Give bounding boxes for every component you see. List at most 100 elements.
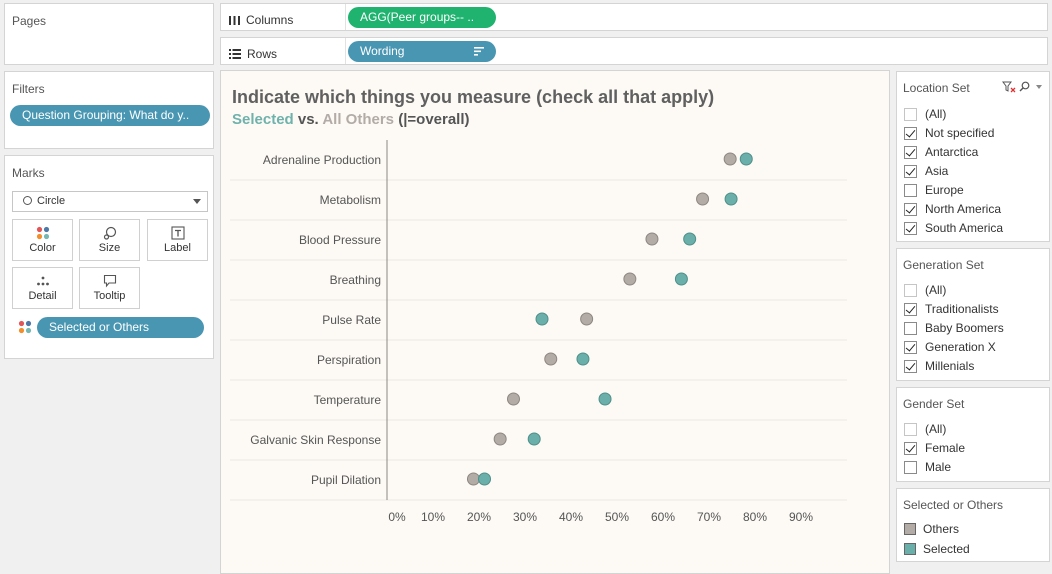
checkbox[interactable] [904,145,917,159]
search-icon[interactable] [1019,81,1030,92]
generation-set-item[interactable]: Generation X [904,338,996,356]
location-set-item[interactable]: North America [904,200,1001,218]
location-set-item[interactable]: Antarctica [904,143,978,161]
selected-dot [478,472,492,486]
generation-set-item[interactable]: Baby Boomers [904,319,1004,337]
location-set-item-label: Antarctica [925,145,979,159]
checkbox[interactable] [904,460,917,474]
gender-set-item-label: (All) [925,422,947,436]
checkbox[interactable] [904,340,917,354]
selected-dot [739,152,753,166]
checkbox[interactable] [904,221,917,235]
others-dot [645,232,659,246]
checkbox[interactable] [904,183,917,197]
location-set-item[interactable]: Europe [904,181,964,199]
x-tick-label: 20% [467,510,491,524]
generation-set-title: Generation Set [903,258,984,272]
detail-icon [13,268,72,290]
row-label: Perspiration [317,353,381,367]
others-dot [493,432,507,446]
x-tick-label: 40% [559,510,583,524]
clear-filter-icon[interactable] [1002,81,1016,93]
pages-card: Pages [4,3,214,65]
filter-pill-question-grouping[interactable]: Question Grouping: What do y.. [10,105,210,126]
marks-card: Marks Circle Color Size Label Detail Too… [4,155,214,359]
generation-set-item-label: Traditionalists [925,302,999,316]
size-icon [80,220,139,242]
label-label: Label [164,242,191,254]
columns-pill[interactable]: AGG(Peer groups-- .. [348,7,496,28]
size-button[interactable]: Size [79,219,140,261]
pages-title: Pages [12,14,47,28]
location-set-item[interactable]: Asia [904,162,948,180]
selected-dot [724,192,738,206]
gender-set-item[interactable]: Female [904,439,965,457]
rows-shelf-header: Rows [229,47,277,61]
subtitle-others: All Others [322,111,395,128]
sort-icon [474,47,484,56]
chart-title: Indicate which things you measure (check… [232,87,715,107]
dot-plot: Adrenaline Production Metabolism Blood Pre… [230,140,847,524]
color-button[interactable]: Color [12,219,73,261]
generation-set-item-label: Generation X [925,340,996,354]
gender-set-item[interactable]: (All) [904,420,946,438]
x-tick-label: 70% [697,510,721,524]
location-set-item[interactable]: South America [904,219,1003,237]
rows-label: Rows [247,47,278,61]
selected-dot [535,312,549,326]
location-set-item-label: Europe [925,183,964,197]
rows-shelf: Rows Wording [220,37,1048,65]
chart-subtitle: Selected vs. All Others (|=overall) [232,111,470,128]
legend-item-label: Others [923,522,960,536]
x-tick-label: 50% [605,510,629,524]
checkbox[interactable] [904,302,917,316]
others-dot [466,472,480,486]
mark-type-dropdown[interactable]: Circle [12,191,208,212]
others-dot [723,152,737,166]
detail-button[interactable]: Detail [12,267,73,309]
selected-dot [598,392,612,406]
shelf-divider [345,4,346,30]
gender-set-item[interactable]: Male [904,458,951,476]
label-button[interactable]: Label [147,219,208,261]
generation-set-item[interactable]: Millenials [904,357,974,375]
tooltip-button[interactable]: Tooltip [79,267,140,309]
checkbox[interactable] [904,126,917,140]
filters-title: Filters [12,82,45,96]
gender-set-item-label: Female [925,441,966,455]
checkbox[interactable] [904,202,917,216]
checkbox[interactable] [904,321,917,335]
legend-swatch [904,543,916,555]
legend-title: Selected or Others [903,498,1004,512]
detail-label: Detail [28,290,57,302]
checkbox[interactable] [904,107,917,121]
menu-caret-icon[interactable] [1036,85,1042,89]
location-set-item[interactable]: Not specified [904,124,994,142]
text-label-icon [148,220,207,242]
checkbox[interactable] [904,359,917,373]
columns-icon [229,15,240,25]
location-set-item[interactable]: (All) [904,105,946,123]
color-pill-selected-or-others[interactable]: Selected or Others [37,317,204,338]
legend-item[interactable]: Others [904,520,959,538]
others-dot [623,272,637,286]
location-set-item-label: South America [925,221,1004,235]
generation-set-item-label: Millenials [925,359,975,373]
legend-item[interactable]: Selected [904,540,970,558]
location-set-item-label: (All) [925,107,947,121]
location-set-item-label: Not specified [925,126,995,140]
row-label: Blood Pressure [299,233,381,247]
color-legend: Selected or Others Others Selected [896,488,1050,562]
generation-set-item[interactable]: Traditionalists [904,300,999,318]
circle-icon [23,196,32,205]
x-tick-label: 10% [421,510,445,524]
gender-set-filter: Gender Set (All) Female Male [896,387,1050,482]
rows-pill[interactable]: Wording [348,41,496,62]
generation-set-item[interactable]: (All) [904,281,946,299]
rows-icon [229,49,241,59]
row-label: Galvanic Skin Response [250,433,381,447]
checkbox[interactable] [904,283,917,297]
checkbox[interactable] [904,441,917,455]
checkbox[interactable] [904,422,917,436]
checkbox[interactable] [904,164,917,178]
